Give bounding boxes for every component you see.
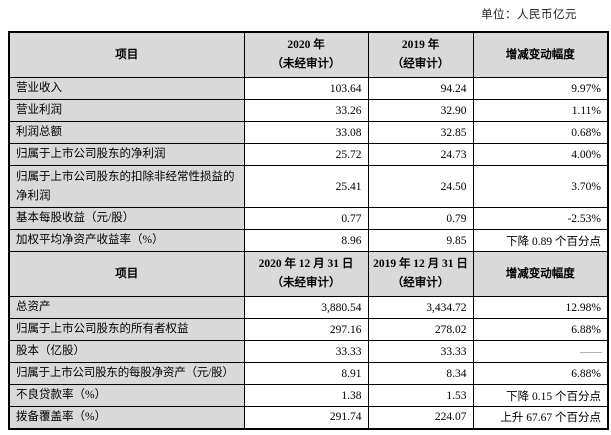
row-label-cell: 加权平均净资产收益率（%） xyxy=(8,229,245,252)
financial-summary-table: 项目 2020 年 （未经审计） 2019 年 （经审计） 增减变动幅度 营业收… xyxy=(8,31,609,430)
row-label-cell: 拨备覆盖率（%） xyxy=(8,406,245,429)
value-2020-cell: 33.33 xyxy=(243,340,369,363)
value-2019-cell: 0.79 xyxy=(367,207,474,230)
change-cell: 下降 0.15 个百分点 xyxy=(472,384,609,407)
table-row-weighted-roe: 加权平均净资产收益率（%） 8.96 9.85 下降 0.89 个百分点 xyxy=(8,229,609,252)
row-label-cell: 营业收入 xyxy=(8,77,245,100)
row-label-cell: 股本（亿股） xyxy=(8,340,245,363)
value-2020-cell: 33.08 xyxy=(243,121,369,144)
value-2019-cell: 32.90 xyxy=(367,99,474,122)
value-2020-cell: 297.16 xyxy=(243,318,369,341)
value-2019-cell: 1.53 xyxy=(367,384,474,407)
row-label-cell: 总资产 xyxy=(8,296,245,319)
table-row-net-assets-per-share: 归属于上市公司股东的每股净资产（元/股） 8.91 8.34 6.88% xyxy=(8,362,609,385)
unit-label: 单位：人民币亿元 xyxy=(481,9,577,21)
table-row-provision-coverage: 拨备覆盖率（%） 291.74 224.07 上升 67.67 个百分点 xyxy=(8,406,609,429)
value-2020-cell: 291.74 xyxy=(243,406,369,429)
table2-header-2019: 2019 年 12 月 31 日 （经审计） xyxy=(367,251,474,297)
table1-header-item: 项目 xyxy=(8,31,245,78)
table-row-total-profit: 利润总额 33.08 32.85 0.68% xyxy=(8,121,609,144)
value-2019-cell: 8.34 xyxy=(367,362,474,385)
value-2020-cell: 8.96 xyxy=(243,229,369,252)
table2-header-2020-line2: （未经审计） xyxy=(271,277,341,289)
table-row-net-profit-excl-nonrecurring: 归属于上市公司股东的扣除非经常性损益的净利润 25.41 24.50 3.70% xyxy=(8,165,609,208)
change-cell: —— xyxy=(472,340,609,363)
row-label-cell: 利润总额 xyxy=(8,121,245,144)
table1-header-change: 增减变动幅度 xyxy=(472,31,609,78)
value-2019-cell: 24.50 xyxy=(367,165,474,208)
table2-header-item: 项目 xyxy=(8,251,245,297)
table-row-operating-revenue: 营业收入 103.64 94.24 9.97% xyxy=(8,77,609,100)
value-2020-cell: 103.64 xyxy=(243,77,369,100)
table1-header-2019-line2: （经审计） xyxy=(391,58,450,70)
value-2019-cell: 9.85 xyxy=(367,229,474,252)
table2-header-row: 项目 2020 年 12 月 31 日 （未经审计） 2019 年 12 月 3… xyxy=(8,251,609,297)
change-cell: 9.97% xyxy=(472,77,609,100)
table-row-npl-ratio: 不良贷款率（%） 1.38 1.53 下降 0.15 个百分点 xyxy=(8,384,609,407)
value-2020-cell: 25.72 xyxy=(243,143,369,166)
table2-header-change: 增减变动幅度 xyxy=(472,251,609,297)
table-row-net-profit-attributable: 归属于上市公司股东的净利润 25.72 24.73 4.00% xyxy=(8,143,609,166)
table2-header-2019-line1: 2019 年 12 月 31 日 xyxy=(373,258,468,270)
table1-header-2019: 2019 年 （经审计） xyxy=(367,31,474,78)
value-2020-cell: 1.38 xyxy=(243,384,369,407)
row-label-cell: 不良贷款率（%） xyxy=(8,384,245,407)
table-row-operating-profit: 营业利润 33.26 32.90 1.11% xyxy=(8,99,609,122)
row-label-cell: 归属于上市公司股东的每股净资产（元/股） xyxy=(8,362,245,385)
value-2019-cell: 278.02 xyxy=(367,318,474,341)
value-2020-cell: 33.26 xyxy=(243,99,369,122)
table-row-total-assets: 总资产 3,880.54 3,434.72 12.98% xyxy=(8,296,609,319)
value-2020-cell: 0.77 xyxy=(243,207,369,230)
row-label-cell: 归属于上市公司股东的扣除非经常性损益的净利润 xyxy=(8,165,245,208)
change-cell: 下降 0.89 个百分点 xyxy=(472,229,609,252)
table1-header-change-label: 增减变动幅度 xyxy=(505,48,575,61)
value-2020-cell: 3,880.54 xyxy=(243,296,369,319)
change-cell: 上升 67.67 个百分点 xyxy=(472,406,609,429)
change-cell: 12.98% xyxy=(472,296,609,319)
table2-header-item-label: 项目 xyxy=(115,267,139,280)
row-label-cell: 归属于上市公司股东的净利润 xyxy=(8,143,245,166)
change-cell: 0.68% xyxy=(472,121,609,144)
change-cell: 4.00% xyxy=(472,143,609,166)
change-cell: 6.88% xyxy=(472,318,609,341)
table1-header-2020: 2020 年 （未经审计） xyxy=(243,31,369,78)
change-cell: 6.88% xyxy=(472,362,609,385)
value-2020-cell: 25.41 xyxy=(243,165,369,208)
table1-header-row: 项目 2020 年 （未经审计） 2019 年 （经审计） 增减变动幅度 xyxy=(8,31,609,78)
table2-header-2019-line2: （经审计） xyxy=(391,277,450,289)
table1-header-2019-line1: 2019 年 xyxy=(401,39,440,51)
table2-header-2020: 2020 年 12 月 31 日 （未经审计） xyxy=(243,251,369,297)
change-cell: 3.70% xyxy=(472,165,609,208)
row-label-cell: 营业利润 xyxy=(8,99,245,122)
value-2019-cell: 3,434.72 xyxy=(367,296,474,319)
table2-header-2020-line1: 2020 年 12 月 31 日 xyxy=(258,258,354,270)
value-2019-cell: 94.24 xyxy=(367,77,474,100)
value-2019-cell: 24.73 xyxy=(367,143,474,166)
row-label-cell: 归属于上市公司股东的所有者权益 xyxy=(8,318,245,341)
table-row-share-capital: 股本（亿股） 33.33 33.33 —— xyxy=(8,340,609,363)
value-2020-cell: 8.91 xyxy=(243,362,369,385)
table2-header-change-label: 增减变动幅度 xyxy=(505,267,575,280)
value-2019-cell: 224.07 xyxy=(367,406,474,429)
table-row-owners-equity: 归属于上市公司股东的所有者权益 297.16 278.02 6.88% xyxy=(8,318,609,341)
value-2019-cell: 32.85 xyxy=(367,121,474,144)
change-cell: 1.11% xyxy=(472,99,609,122)
row-label-cell: 基本每股收益（元/股） xyxy=(8,207,245,230)
change-cell: -2.53% xyxy=(472,207,609,230)
table-row-basic-eps: 基本每股收益（元/股） 0.77 0.79 -2.53% xyxy=(8,207,609,230)
table1-header-item-label: 项目 xyxy=(115,48,139,61)
value-2019-cell: 33.33 xyxy=(367,340,474,363)
table1-header-2020-line1: 2020 年 xyxy=(287,39,325,51)
table1-header-2020-line2: （未经审计） xyxy=(271,58,341,70)
